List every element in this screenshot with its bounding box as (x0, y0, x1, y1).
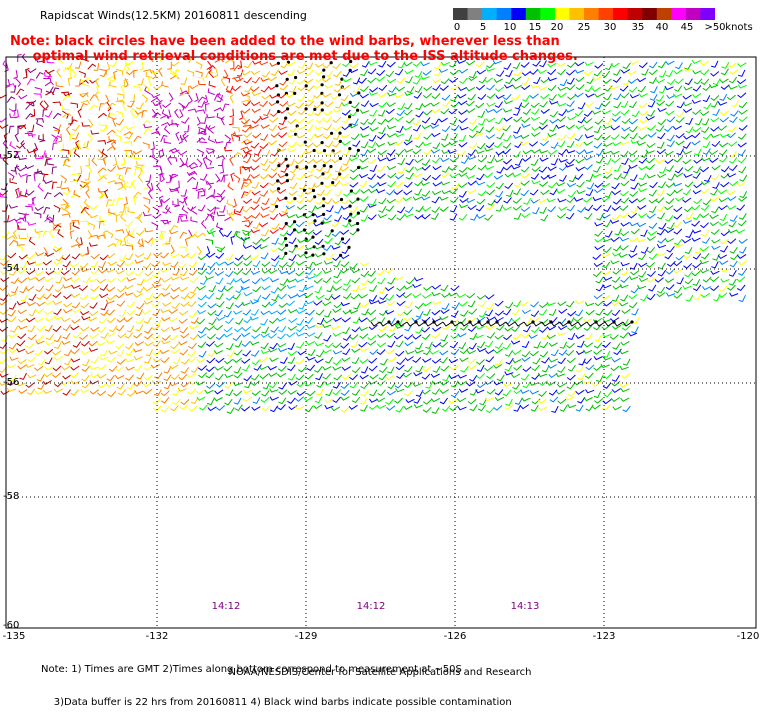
longitude-label: -132 (145, 631, 169, 642)
colorbar-swatch (700, 8, 716, 20)
colorbar-swatch (540, 8, 556, 20)
pass-time-label: 14:13 (510, 601, 540, 612)
wind-barbs-layer (0, 52, 748, 415)
colorbar-swatch (671, 8, 687, 20)
longitude-label: -123 (592, 631, 616, 642)
colorbar-swatch (613, 8, 629, 20)
colorbar-swatch (467, 8, 483, 20)
longitude-label: -126 (443, 631, 467, 642)
colorbar-tick-label: >50 (704, 22, 726, 33)
colorbar-swatch (685, 8, 701, 20)
colorbar-swatch (482, 8, 498, 20)
latitude-label: -58 (3, 491, 20, 502)
colorbar-tick-label: 5 (479, 22, 487, 33)
colorbar-swatches (453, 8, 716, 20)
colorbar-swatch (656, 8, 672, 20)
colorbar-swatch (598, 8, 614, 20)
colorbar-tick-label: 40 (655, 22, 669, 33)
footer-note-line2: 3)Data buffer is 22 hrs from 20160811 4)… (41, 697, 512, 708)
longitude-label: -120 (736, 631, 760, 642)
latitude-label: -54 (3, 263, 20, 274)
colorbar-swatch (511, 8, 527, 20)
colorbar-swatch (642, 8, 658, 20)
lat-lon-grid (6, 57, 756, 628)
colorbar-tick-label: 10 (503, 22, 517, 33)
pass-time-label: 14:12 (356, 601, 386, 612)
colorbar-tick-label: 45 (680, 22, 694, 33)
longitude-label: -135 (2, 631, 26, 642)
map-frame (5, 56, 757, 629)
credit-line: NOAA/NESDIS/Center for Satellite Applica… (228, 667, 532, 678)
colorbar-tick-label: 25 (577, 22, 591, 33)
colorbar-units: knots (725, 22, 753, 33)
footer-note-line1: Note: 1) Times are GMT 2)Times along bot… (41, 664, 462, 675)
colorbar-swatch (554, 8, 570, 20)
footer-notes: Note: 1) Times are GMT 2)Times along bot… (41, 642, 512, 719)
longitude-label: -129 (294, 631, 318, 642)
latitude-label: -52 (3, 150, 20, 161)
colorbar-tick-label: 20 (550, 22, 564, 33)
pass-time-label: 14:12 (211, 601, 241, 612)
colorbar-swatch (584, 8, 600, 20)
colorbar-swatch (453, 8, 469, 20)
contamination-note: Note: black circles have been added to t… (10, 34, 578, 64)
colorbar-swatch (627, 8, 643, 20)
colorbar-swatch (569, 8, 585, 20)
wind-map (0, 52, 757, 629)
colorbar-tick-label: 35 (631, 22, 645, 33)
colorbar-tick-label: 0 (453, 22, 461, 33)
wind-speed-colorbar: 0 5 10 15 20 25 30 35 40 45 >50 knots (453, 5, 753, 33)
colorbar-tick-label: 15 (528, 22, 542, 33)
colorbar-swatch (525, 8, 541, 20)
latitude-label: -60 (3, 620, 20, 631)
colorbar-tick-label: 30 (603, 22, 617, 33)
colorbar-swatch (496, 8, 512, 20)
map-title: Rapidscat Winds(12.5KM) 20160811 descend… (40, 9, 307, 22)
latitude-label: -56 (3, 377, 20, 388)
